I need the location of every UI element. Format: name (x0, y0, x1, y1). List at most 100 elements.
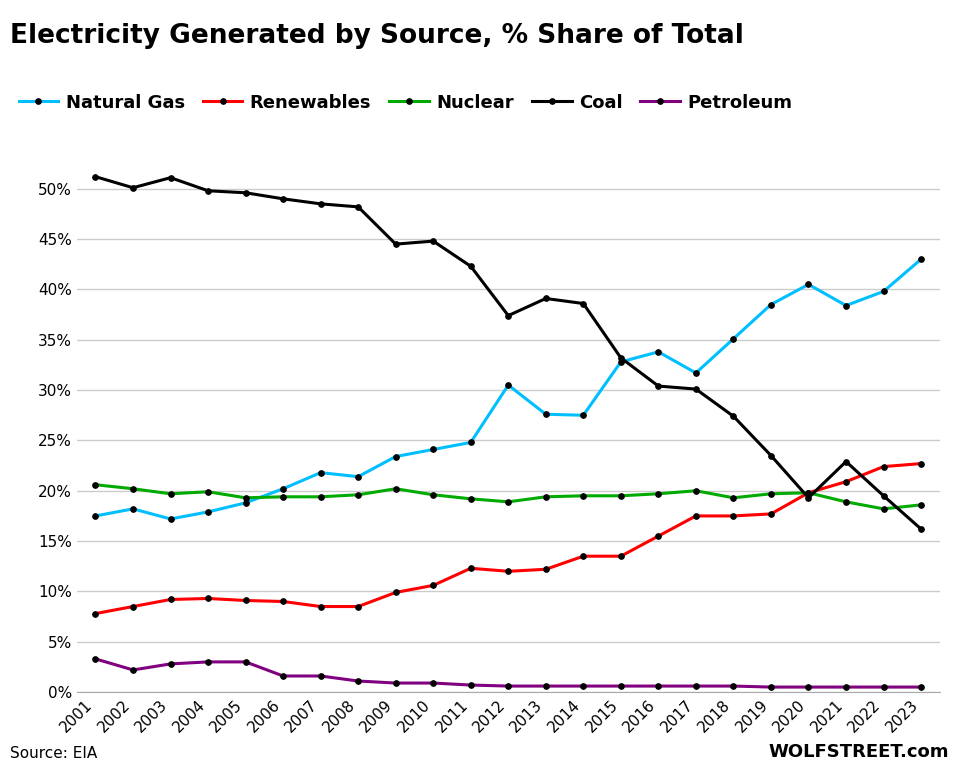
Renewables (653, 531, 665, 541)
Natural Gas (840, 301, 852, 310)
Coal (465, 261, 477, 271)
Nuclear (352, 490, 363, 499)
Natural Gas (540, 410, 551, 419)
Line: Natural Gas: Natural Gas (93, 256, 924, 521)
Natural Gas (915, 255, 926, 264)
Line: Coal: Coal (93, 174, 924, 532)
Nuclear (540, 492, 551, 501)
Nuclear (503, 498, 514, 507)
Natural Gas (690, 368, 702, 378)
Petroleum (315, 671, 326, 681)
Natural Gas (352, 472, 363, 481)
Renewables (390, 588, 402, 597)
Petroleum (352, 677, 363, 686)
Text: WOLFSTREET.com: WOLFSTREET.com (769, 744, 949, 761)
Line: Petroleum: Petroleum (93, 656, 924, 690)
Renewables (690, 511, 702, 521)
Petroleum (690, 681, 702, 691)
Petroleum (277, 671, 289, 681)
Nuclear (428, 490, 439, 499)
Text: Source: EIA: Source: EIA (10, 746, 97, 761)
Coal (615, 353, 626, 362)
Nuclear (840, 498, 852, 507)
Renewables (315, 602, 326, 611)
Nuclear (90, 480, 102, 489)
Coal (390, 239, 402, 248)
Natural Gas (428, 445, 439, 454)
Nuclear (615, 491, 626, 501)
Coal (915, 524, 926, 534)
Coal (653, 381, 665, 391)
Renewables (803, 488, 814, 498)
Coal (128, 183, 139, 192)
Coal (877, 491, 889, 501)
Petroleum (90, 654, 102, 664)
Renewables (915, 459, 926, 468)
Renewables (165, 595, 176, 604)
Renewables (128, 602, 139, 611)
Natural Gas (803, 280, 814, 289)
Renewables (465, 564, 477, 573)
Nuclear (465, 494, 477, 504)
Natural Gas (765, 300, 777, 309)
Natural Gas (277, 484, 289, 494)
Natural Gas (465, 438, 477, 447)
Coal (503, 311, 514, 320)
Nuclear (128, 484, 139, 494)
Nuclear (165, 489, 176, 498)
Coal (202, 186, 214, 195)
Natural Gas (728, 335, 739, 344)
Natural Gas (577, 411, 589, 420)
Line: Renewables: Renewables (93, 461, 924, 617)
Natural Gas (877, 287, 889, 296)
Petroleum (540, 681, 551, 691)
Coal (428, 237, 439, 246)
Renewables (728, 511, 739, 521)
Renewables (277, 597, 289, 606)
Renewables (352, 602, 363, 611)
Petroleum (202, 657, 214, 667)
Coal (690, 384, 702, 394)
Renewables (503, 567, 514, 576)
Petroleum (428, 678, 439, 687)
Nuclear (803, 488, 814, 498)
Line: Nuclear: Nuclear (93, 482, 924, 511)
Renewables (202, 594, 214, 603)
Nuclear (390, 484, 402, 494)
Natural Gas (503, 381, 514, 390)
Coal (90, 172, 102, 181)
Natural Gas (165, 514, 176, 524)
Nuclear (277, 492, 289, 501)
Coal (277, 195, 289, 204)
Renewables (615, 551, 626, 561)
Petroleum (240, 657, 251, 667)
Natural Gas (90, 511, 102, 521)
Coal (240, 188, 251, 198)
Coal (165, 173, 176, 182)
Natural Gas (128, 504, 139, 514)
Petroleum (915, 682, 926, 691)
Renewables (540, 564, 551, 574)
Nuclear (653, 489, 665, 498)
Nuclear (915, 501, 926, 510)
Petroleum (728, 681, 739, 691)
Natural Gas (653, 348, 665, 357)
Nuclear (690, 486, 702, 495)
Renewables (840, 477, 852, 486)
Petroleum (840, 682, 852, 691)
Natural Gas (390, 452, 402, 461)
Legend: Natural Gas, Renewables, Nuclear, Coal, Petroleum: Natural Gas, Renewables, Nuclear, Coal, … (18, 94, 792, 112)
Petroleum (465, 681, 477, 690)
Coal (352, 202, 363, 211)
Petroleum (653, 681, 665, 691)
Natural Gas (240, 498, 251, 508)
Petroleum (390, 678, 402, 687)
Nuclear (202, 487, 214, 496)
Petroleum (615, 681, 626, 691)
Renewables (428, 581, 439, 590)
Nuclear (577, 491, 589, 501)
Coal (840, 457, 852, 466)
Petroleum (877, 682, 889, 691)
Petroleum (165, 659, 176, 668)
Petroleum (577, 681, 589, 691)
